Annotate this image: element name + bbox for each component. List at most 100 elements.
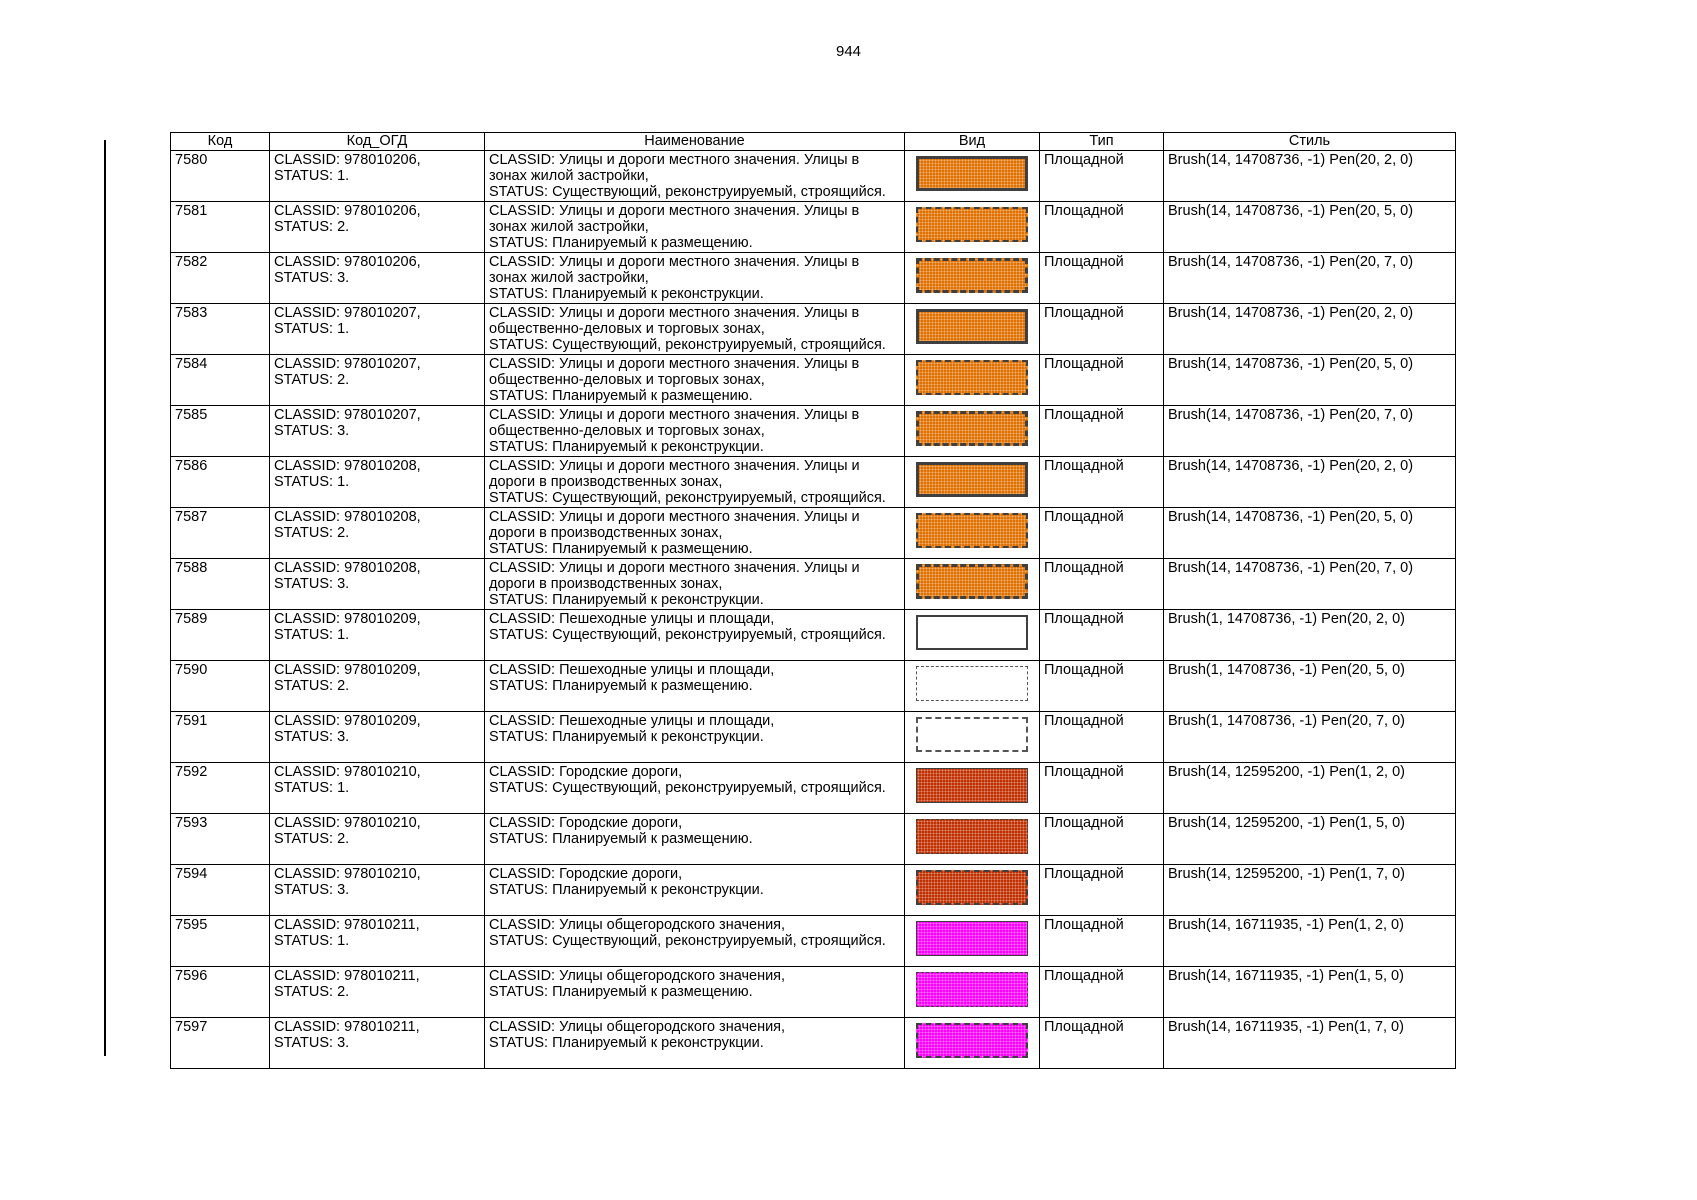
cell-style: Brush(1, 14708736, -1) Pen(20, 5, 0) bbox=[1163, 660, 1456, 712]
table-row: 7590 CLASSID: 978010209, STATUS: 2. CLAS… bbox=[170, 660, 1456, 712]
cell-code: 7589 bbox=[170, 609, 270, 661]
cell-code: 7584 bbox=[170, 354, 270, 406]
cell-view bbox=[904, 966, 1040, 1018]
ogd-value: CLASSID: 978010206, STATUS: 3. bbox=[274, 254, 421, 286]
margin-change-bar bbox=[104, 140, 106, 1056]
name-value: CLASSID: Улицы и дороги местного значени… bbox=[489, 152, 886, 199]
name-value: CLASSID: Городские дороги, STATUS: Сущес… bbox=[489, 764, 886, 796]
cell-ogd: CLASSID: 978010208, STATUS: 2. bbox=[269, 507, 485, 559]
code-value: 7582 bbox=[175, 254, 208, 270]
cell-view bbox=[904, 303, 1040, 355]
cell-ogd: CLASSID: 978010208, STATUS: 3. bbox=[269, 558, 485, 610]
cell-style: Brush(14, 14708736, -1) Pen(20, 7, 0) bbox=[1163, 252, 1456, 304]
cell-view bbox=[904, 864, 1040, 916]
cell-name: CLASSID: Улицы и дороги местного значени… bbox=[484, 405, 905, 457]
cell-view bbox=[904, 252, 1040, 304]
style-swatch bbox=[916, 819, 1028, 854]
name-value: CLASSID: Улицы и дороги местного значени… bbox=[489, 203, 860, 250]
cell-style: Brush(14, 16711935, -1) Pen(1, 7, 0) bbox=[1163, 1017, 1456, 1069]
ogd-value: CLASSID: 978010206, STATUS: 2. bbox=[274, 203, 421, 235]
code-value: 7594 bbox=[175, 866, 208, 882]
cell-code: 7597 bbox=[170, 1017, 270, 1069]
cell-style: Brush(14, 14708736, -1) Pen(20, 2, 0) bbox=[1163, 303, 1456, 355]
cell-ogd: CLASSID: 978010207, STATUS: 3. bbox=[269, 405, 485, 457]
cell-name: CLASSID: Пешеходные улицы и площади, STA… bbox=[484, 711, 905, 763]
name-value: CLASSID: Городские дороги, STATUS: Плани… bbox=[489, 815, 753, 847]
style-swatch bbox=[916, 921, 1028, 956]
style-swatch bbox=[916, 513, 1028, 548]
cell-view bbox=[904, 813, 1040, 865]
cell-type: Площадной bbox=[1039, 966, 1164, 1018]
code-value: 7588 bbox=[175, 560, 208, 576]
cell-style: Brush(14, 14708736, -1) Pen(20, 5, 0) bbox=[1163, 201, 1456, 253]
table-row: 7581 CLASSID: 978010206, STATUS: 2. CLAS… bbox=[170, 201, 1456, 253]
name-value: CLASSID: Улицы и дороги местного значени… bbox=[489, 407, 860, 454]
table-row: 7591 CLASSID: 978010209, STATUS: 3. CLAS… bbox=[170, 711, 1456, 763]
style-swatch bbox=[916, 360, 1028, 395]
code-value: 7580 bbox=[175, 152, 208, 168]
style-swatch bbox=[916, 870, 1028, 905]
style-value: Brush(14, 14708736, -1) Pen(20, 5, 0) bbox=[1168, 356, 1414, 372]
name-value: CLASSID: Улицы и дороги местного значени… bbox=[489, 509, 860, 556]
style-value: Brush(14, 16711935, -1) Pen(1, 2, 0) bbox=[1168, 917, 1404, 933]
cell-style: Brush(1, 14708736, -1) Pen(20, 2, 0) bbox=[1163, 609, 1456, 661]
style-value: Brush(14, 16711935, -1) Pen(1, 5, 0) bbox=[1168, 968, 1404, 984]
name-value: CLASSID: Улицы и дороги местного значени… bbox=[489, 356, 860, 403]
cell-view bbox=[904, 915, 1040, 967]
table-row: 7580 CLASSID: 978010206, STATUS: 1. CLAS… bbox=[170, 150, 1456, 202]
cell-code: 7587 bbox=[170, 507, 270, 559]
col-header-type: Тип bbox=[1039, 132, 1164, 151]
style-swatch bbox=[916, 207, 1028, 242]
code-value: 7593 bbox=[175, 815, 208, 831]
cell-code: 7588 bbox=[170, 558, 270, 610]
cell-code: 7580 bbox=[170, 150, 270, 202]
cell-name: CLASSID: Улицы общегородского значения, … bbox=[484, 1017, 905, 1069]
ogd-value: CLASSID: 978010207, STATUS: 1. bbox=[274, 305, 421, 337]
cell-code: 7592 bbox=[170, 762, 270, 814]
code-value: 7587 bbox=[175, 509, 208, 525]
cell-ogd: CLASSID: 978010210, STATUS: 1. bbox=[269, 762, 485, 814]
style-swatch bbox=[916, 666, 1028, 701]
table-row: 7586 CLASSID: 978010208, STATUS: 1. CLAS… bbox=[170, 456, 1456, 508]
cell-type: Площадной bbox=[1039, 1017, 1164, 1069]
table-row: 7583 CLASSID: 978010207, STATUS: 1. CLAS… bbox=[170, 303, 1456, 355]
style-value: Brush(1, 14708736, -1) Pen(20, 7, 0) bbox=[1168, 713, 1405, 729]
cell-name: CLASSID: Улицы общегородского значения, … bbox=[484, 915, 905, 967]
style-value: Brush(14, 12595200, -1) Pen(1, 7, 0) bbox=[1168, 866, 1405, 882]
style-value: Brush(14, 12595200, -1) Pen(1, 5, 0) bbox=[1168, 815, 1405, 831]
cell-view bbox=[904, 609, 1040, 661]
style-value: Brush(14, 12595200, -1) Pen(1, 2, 0) bbox=[1168, 764, 1405, 780]
style-value: Brush(1, 14708736, -1) Pen(20, 2, 0) bbox=[1168, 611, 1405, 627]
table-body: 7580 CLASSID: 978010206, STATUS: 1. CLAS… bbox=[170, 150, 1456, 1069]
code-value: 7596 bbox=[175, 968, 208, 984]
cell-ogd: CLASSID: 978010210, STATUS: 2. bbox=[269, 813, 485, 865]
table-row: 7595 CLASSID: 978010211, STATUS: 1. CLAS… bbox=[170, 915, 1456, 967]
cell-style: Brush(14, 14708736, -1) Pen(20, 2, 0) bbox=[1163, 150, 1456, 202]
table-row: 7596 CLASSID: 978010211, STATUS: 2. CLAS… bbox=[170, 966, 1456, 1018]
type-value: Площадной bbox=[1044, 866, 1124, 882]
style-swatch bbox=[916, 156, 1028, 191]
cell-style: Brush(14, 12595200, -1) Pen(1, 7, 0) bbox=[1163, 864, 1456, 916]
ogd-value: CLASSID: 978010209, STATUS: 2. bbox=[274, 662, 421, 694]
cell-code: 7596 bbox=[170, 966, 270, 1018]
style-value: Brush(14, 16711935, -1) Pen(1, 7, 0) bbox=[1168, 1019, 1404, 1035]
type-value: Площадной bbox=[1044, 407, 1124, 423]
cell-name: CLASSID: Улицы и дороги местного значени… bbox=[484, 303, 905, 355]
type-value: Площадной bbox=[1044, 152, 1124, 168]
cell-name: CLASSID: Городские дороги, STATUS: Сущес… bbox=[484, 762, 905, 814]
cell-ogd: CLASSID: 978010209, STATUS: 1. bbox=[269, 609, 485, 661]
cell-type: Площадной bbox=[1039, 201, 1164, 253]
ogd-value: CLASSID: 978010211, STATUS: 3. bbox=[274, 1019, 420, 1051]
style-swatch bbox=[916, 309, 1028, 344]
cell-code: 7591 bbox=[170, 711, 270, 763]
cell-style: Brush(1, 14708736, -1) Pen(20, 7, 0) bbox=[1163, 711, 1456, 763]
cell-style: Brush(14, 14708736, -1) Pen(20, 7, 0) bbox=[1163, 558, 1456, 610]
cell-code: 7595 bbox=[170, 915, 270, 967]
cell-name: CLASSID: Городские дороги, STATUS: Плани… bbox=[484, 813, 905, 865]
cell-ogd: CLASSID: 978010206, STATUS: 2. bbox=[269, 201, 485, 253]
ogd-value: CLASSID: 978010209, STATUS: 3. bbox=[274, 713, 421, 745]
table-row: 7585 CLASSID: 978010207, STATUS: 3. CLAS… bbox=[170, 405, 1456, 457]
ogd-value: CLASSID: 978010209, STATUS: 1. bbox=[274, 611, 421, 643]
code-value: 7597 bbox=[175, 1019, 208, 1035]
